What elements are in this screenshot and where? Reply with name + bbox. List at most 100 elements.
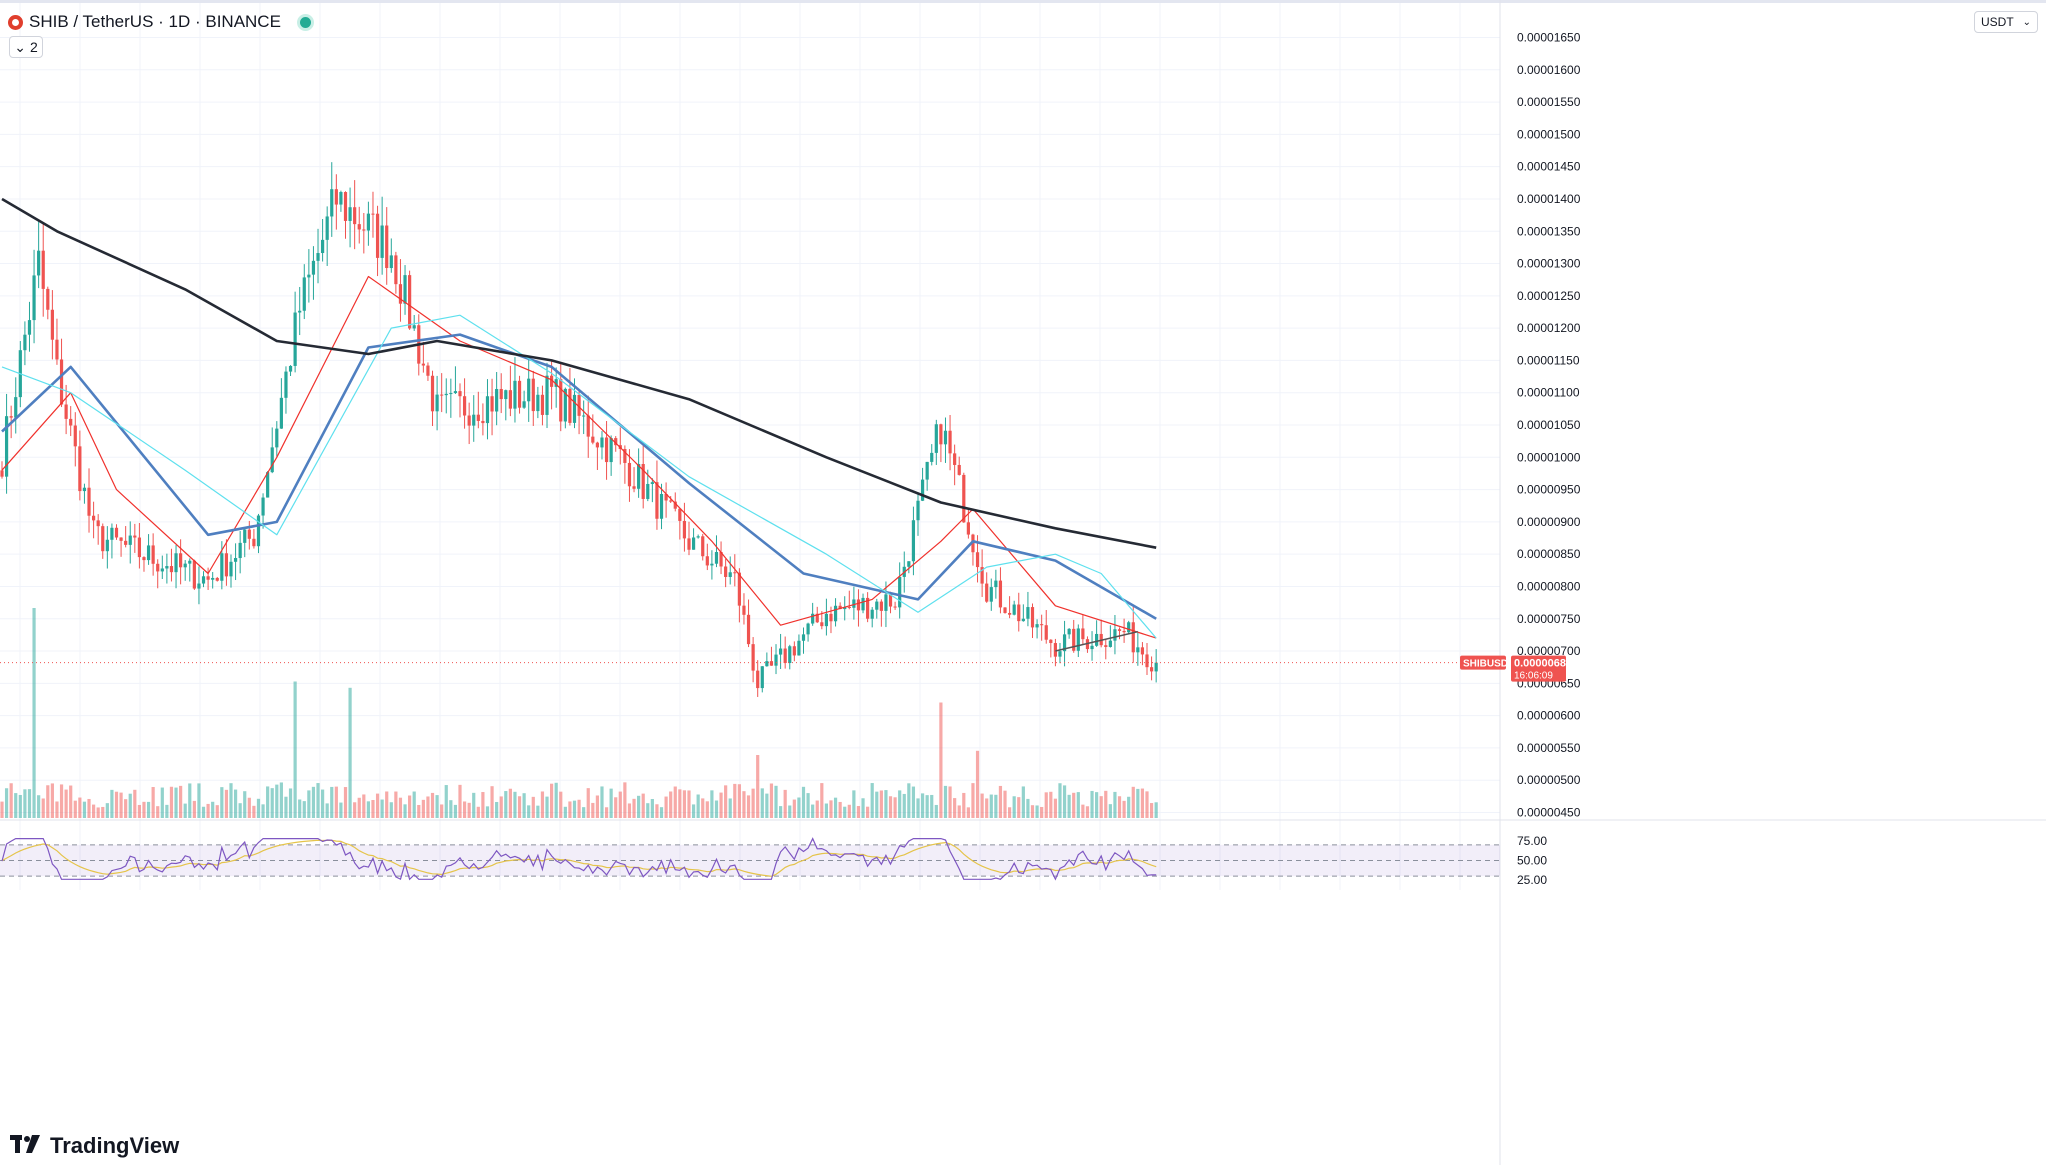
- candle-body: [325, 216, 329, 240]
- volume-bar: [444, 785, 448, 818]
- candle-body: [953, 453, 957, 465]
- candle-body: [994, 580, 998, 588]
- volume-bar: [421, 799, 425, 818]
- volume-bar: [604, 807, 609, 818]
- volume-bar: [440, 804, 444, 818]
- candle-body: [192, 560, 196, 589]
- symbol-tag-text: SHIBUSDT: [1463, 659, 1514, 670]
- volume-bar: [765, 793, 769, 818]
- volume-bar: [724, 785, 728, 818]
- candle-body: [550, 375, 554, 387]
- candle-body: [820, 622, 824, 627]
- volume-bar: [380, 799, 384, 818]
- candle-body: [321, 239, 325, 254]
- candle-body: [430, 375, 435, 412]
- candle-body: [517, 380, 522, 408]
- volume-bar: [577, 799, 581, 818]
- candle-body: [220, 553, 224, 581]
- candle-body: [476, 414, 480, 421]
- candle-body: [1127, 622, 1131, 633]
- candle-body: [568, 388, 572, 423]
- candle-body: [733, 572, 737, 574]
- volume-bar: [9, 783, 13, 818]
- candle-body: [687, 538, 691, 550]
- volume-bar: [861, 798, 865, 818]
- volume-bar: [137, 804, 141, 818]
- candle-body: [73, 425, 77, 447]
- volume-bar: [595, 795, 599, 818]
- candle-body: [160, 568, 164, 572]
- volume-bar: [4, 788, 9, 818]
- volume-bar: [962, 792, 966, 818]
- candle-body: [888, 594, 893, 607]
- volume-bar: [215, 805, 219, 818]
- candle-body: [783, 648, 787, 663]
- candle-body: [1030, 607, 1035, 628]
- candle-body: [119, 537, 123, 541]
- indicators-collapse-button[interactable]: ⌄ 2: [9, 36, 43, 58]
- volume-bar: [1149, 803, 1154, 818]
- volume-bar: [279, 782, 283, 818]
- volume-bar: [792, 799, 796, 818]
- volume-bar: [160, 787, 164, 818]
- volume-bar: [650, 799, 654, 818]
- volume-bar: [1058, 783, 1062, 818]
- candle-body: [275, 428, 279, 448]
- volume-bar: [220, 787, 224, 818]
- candle-body: [137, 537, 141, 558]
- volume-bar: [179, 785, 183, 818]
- candle-body: [1131, 622, 1135, 653]
- volume-bar: [426, 796, 430, 818]
- volume-bar: [169, 786, 174, 818]
- volume-bar: [389, 802, 393, 818]
- candle-body: [444, 393, 448, 396]
- currency-select[interactable]: USDT ⌄: [1974, 11, 2038, 33]
- candle-body: [847, 607, 851, 609]
- candle-body: [838, 605, 842, 610]
- candle-body: [719, 551, 723, 567]
- candle-body: [1017, 604, 1021, 622]
- volume-bar: [73, 800, 77, 818]
- candle-body: [37, 250, 41, 276]
- candle-body: [531, 378, 535, 412]
- candle-body: [646, 483, 650, 499]
- candle-body: [504, 390, 508, 400]
- price-tick-label: 0.00000850: [1517, 547, 1581, 561]
- candle-body: [746, 614, 751, 645]
- volume-bar: [1136, 788, 1140, 818]
- candle-body: [545, 375, 549, 415]
- price-tick-label: 0.00001200: [1517, 321, 1581, 335]
- candle-body: [64, 404, 68, 419]
- volume-bar: [238, 803, 242, 818]
- volume-bar: [1117, 796, 1122, 818]
- volume-bar: [197, 783, 201, 818]
- volume-bar: [980, 793, 984, 818]
- volume-bar: [934, 804, 938, 818]
- volume-bar: [1099, 796, 1103, 818]
- candle-body: [229, 561, 233, 577]
- candle-body: [1104, 645, 1108, 647]
- volume-bar: [797, 797, 801, 818]
- volume-bar: [682, 790, 687, 818]
- volume-bar: [1003, 790, 1007, 818]
- candle-body: [412, 325, 416, 329]
- volume-bar: [632, 798, 636, 818]
- volume-bar: [64, 789, 68, 818]
- candle-body: [669, 500, 673, 502]
- candle-body: [495, 388, 499, 412]
- volume-bar: [412, 791, 416, 818]
- volume-bar: [211, 801, 215, 818]
- candle-body: [586, 415, 590, 437]
- candle-body: [962, 474, 966, 523]
- candle-body: [682, 520, 687, 539]
- volume-bar: [353, 802, 357, 818]
- candle-body: [1003, 607, 1007, 613]
- volume-bar: [1049, 791, 1053, 818]
- price-tick-label: 0.00001550: [1517, 95, 1581, 109]
- candle-body: [183, 563, 187, 568]
- candle-body: [330, 189, 334, 217]
- candle-body: [742, 605, 746, 615]
- volume-bar: [655, 804, 659, 818]
- price-tick-label: 0.00001050: [1517, 418, 1581, 432]
